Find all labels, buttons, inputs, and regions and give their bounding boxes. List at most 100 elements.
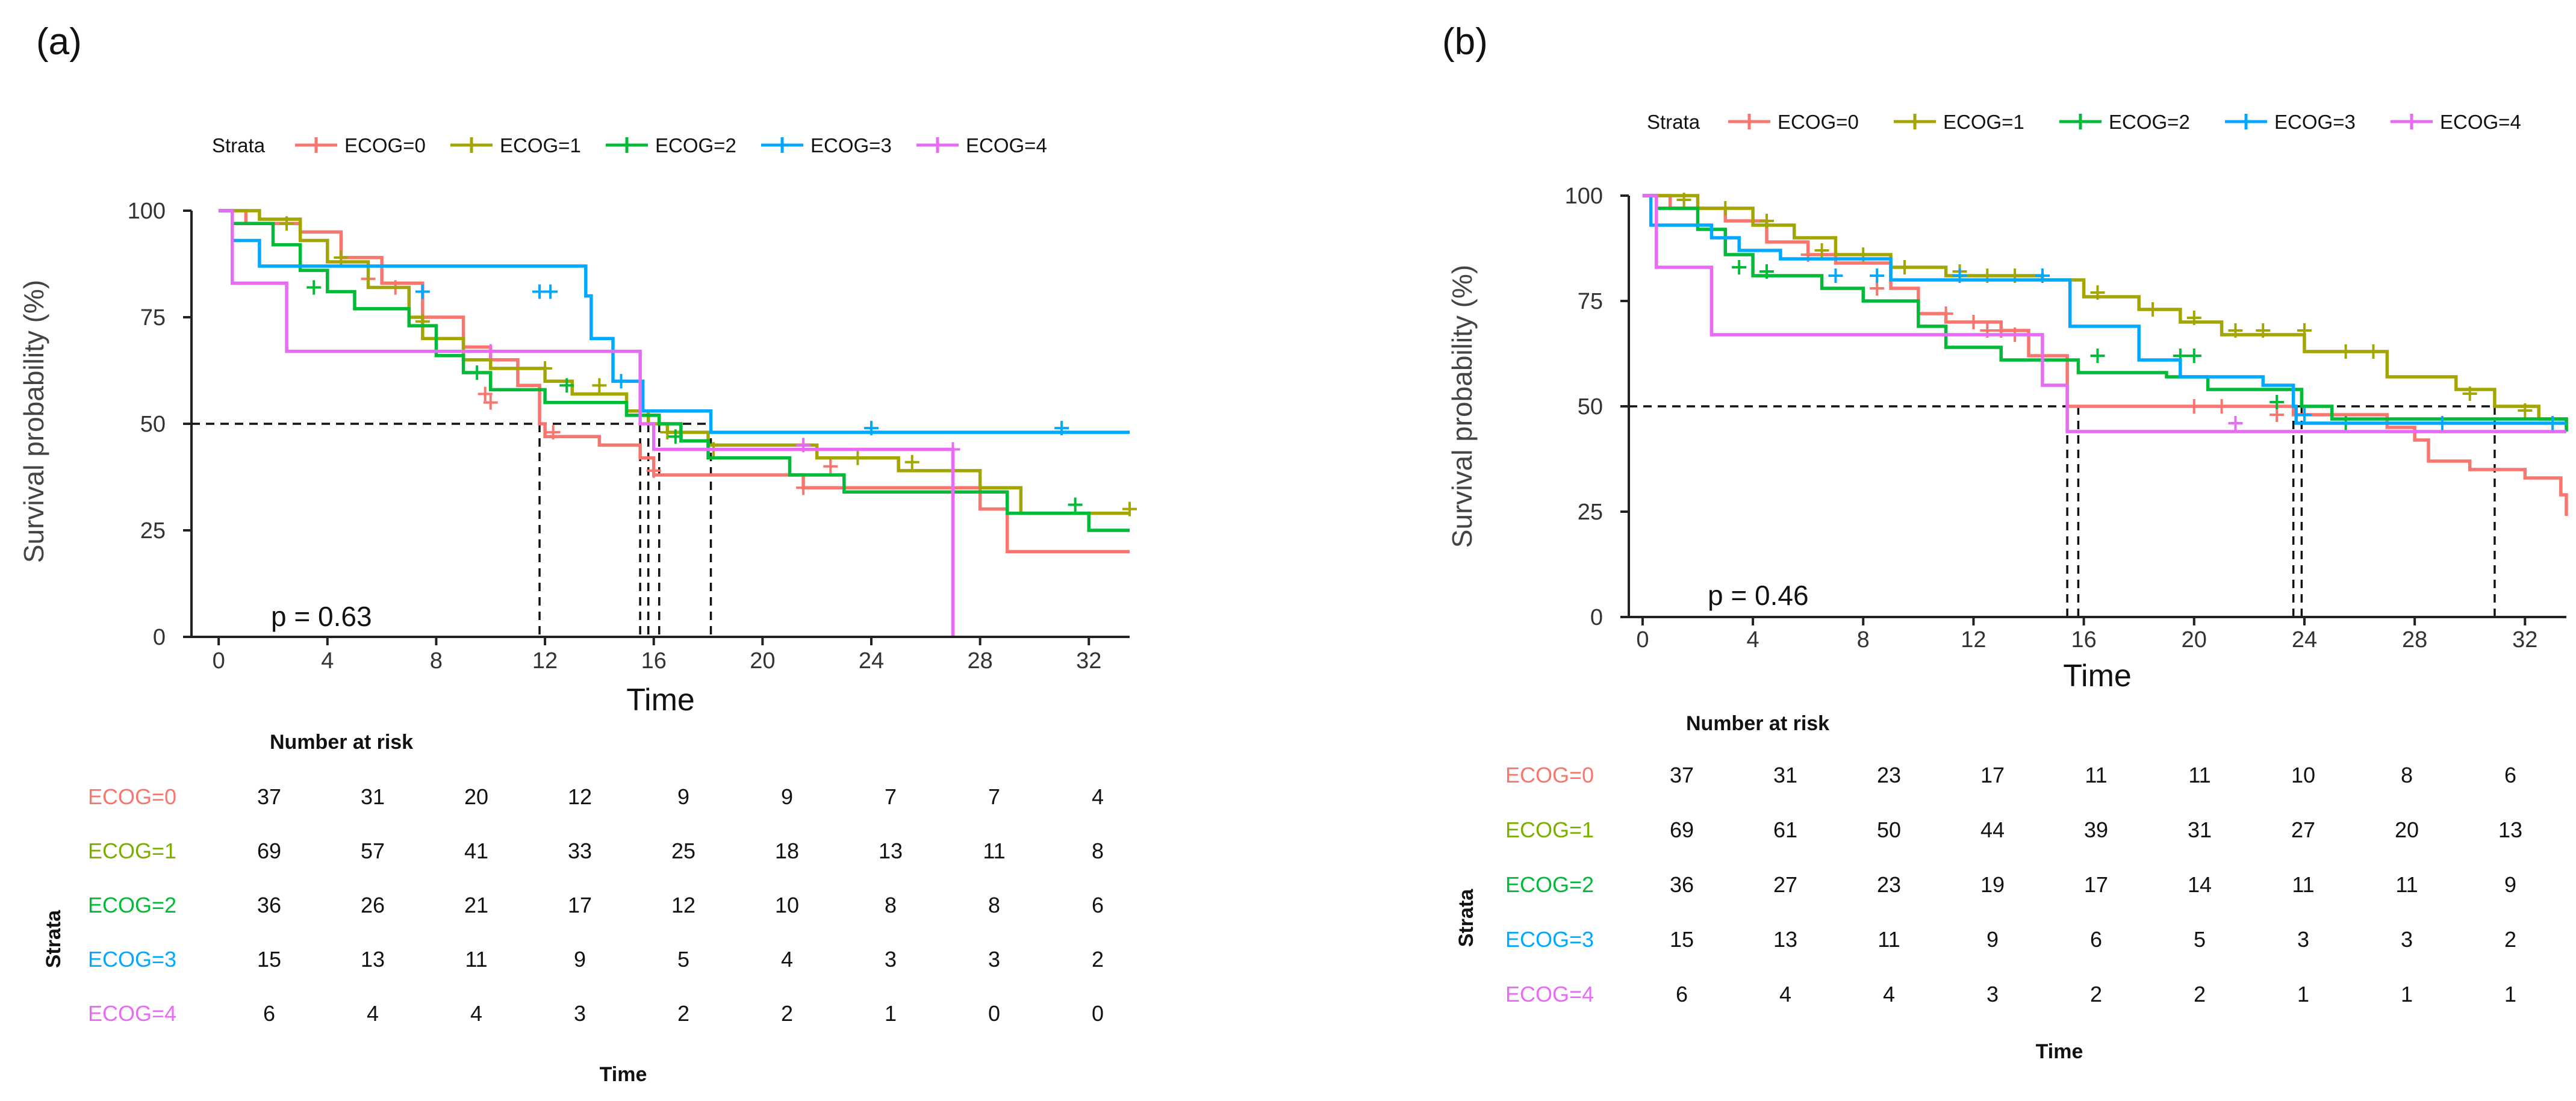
panel-a-legend-label-ecog-3: ECOG=3 (810, 134, 892, 157)
panel-b-y-tick-label: 100 (1565, 184, 1603, 209)
panel-b-risk-cell: 3 (2401, 927, 2413, 952)
panel-b-censor-mark-ecog-0 (1938, 306, 1953, 321)
panel-b-risk-cell: 13 (2498, 817, 2522, 842)
panel-a-censor-mark-ecog-1 (904, 454, 919, 470)
panel-b-censor-mark-ecog-2 (1759, 264, 1774, 279)
panel-b-censor-mark-ecog-1 (1718, 201, 1733, 216)
panel-b-censor-mark-ecog-3 (1870, 268, 1885, 283)
panel-b-curve-ecog-0 (1642, 194, 2568, 516)
panel-b-risk-strata-label: Strata (1455, 889, 1478, 947)
panel-b-censor-mark-ecog-2 (1732, 260, 1747, 274)
panel-a-risk-cell: 4 (1092, 784, 1104, 809)
panel-a-legend-key-ecog-4 (916, 137, 959, 153)
panel-a-legend-label-ecog-0: ECOG=0 (344, 134, 426, 157)
panel-b-censor-mark-ecog-1 (2518, 403, 2533, 418)
panel-a-risk-cell: 13 (361, 947, 385, 972)
panel-a-risk-cell: 57 (361, 839, 385, 863)
panel-b-risk-row-label-ecog-4: ECOG=4 (1505, 982, 1594, 1006)
panel-b-risk-cell: 9 (2504, 872, 2516, 897)
panel-b-legend-label-ecog-0: ECOG=0 (1778, 111, 1859, 133)
panel-b-risk-cell: 1 (2504, 982, 2516, 1006)
panel-b-censor-mark-ecog-1 (2462, 386, 2477, 401)
panel-a-risk-cell: 0 (1092, 1001, 1104, 1026)
panel-b-legend-label-ecog-1: ECOG=1 (1943, 111, 2024, 133)
panel-b-censor-mark-ecog-1 (2228, 323, 2243, 338)
panel-b-censor-mark-ecog-3 (1952, 268, 1967, 283)
panel-b-y-tick-label: 75 (1578, 289, 1603, 314)
panel-b-risk-cell: 39 (2084, 817, 2108, 842)
panel-b-censor-mark-ecog-3 (1828, 268, 1843, 283)
panel-a-x-tick-label: 4 (321, 648, 334, 674)
panel-b-curve-ecog-1 (1642, 194, 2568, 427)
panel-a-x-tick-label: 0 (213, 648, 225, 674)
panel-a-legend: Strata ECOG=0 ECOG=1 ECOG=2 ECOG=3 ECOG=4 (212, 134, 1047, 157)
panel-a-risk-cell: 3 (988, 947, 1000, 972)
panel-a-censor-mark-ecog-1 (1122, 501, 1137, 516)
panel-a-censor-mark-ecog-1 (538, 361, 553, 376)
panel-b-risk-time-label: Time (2036, 1040, 2083, 1063)
panel-a-risk-cell: 9 (677, 784, 689, 809)
panel-b-risk-cell: 8 (2401, 763, 2413, 787)
panel-a-curve-ecog-3 (219, 209, 1130, 434)
panel-a-risk-row-label-ecog-0: ECOG=0 (88, 784, 176, 809)
panel-b-censor-mark-ecog-0 (1870, 281, 1885, 296)
panel-a-risk-cell: 4 (367, 1001, 379, 1026)
panel-b-risk-cell: 11 (2188, 763, 2210, 787)
panel-b-risk-cell: 14 (2188, 872, 2212, 897)
panel-b-y-tick-label: 50 (1578, 394, 1603, 420)
panel-a-x-tick-label: 12 (532, 648, 558, 674)
panel-a-risk-cell: 2 (1092, 947, 1104, 972)
panel-b-legend: Strata ECOG=0 ECOG=1 ECOG=2 ECOG=3 ECOG=4 (1647, 111, 2521, 133)
panel-b-x-tick-label: 32 (2512, 627, 2537, 653)
panel-b-risk-cell: 6 (2504, 763, 2516, 787)
panel-a-legend-key-ecog-0 (295, 137, 337, 153)
panel-b-risk-cell: 50 (1877, 817, 1901, 842)
panel-a-risk-cell: 33 (568, 839, 592, 863)
panel-a-risk-cell: 11 (465, 947, 487, 972)
panel-a-censor-mark-ecog-2 (1068, 497, 1083, 512)
panel-b-censor-mark-ecog-1 (2338, 344, 2353, 359)
panel-a-risk-cell: 5 (677, 947, 689, 972)
panel-b-y-tick-label: 0 (1590, 605, 1603, 630)
panel-b-risk-cell: 27 (2291, 817, 2315, 842)
panel-a-risk-cell: 6 (1092, 893, 1104, 917)
panel-b-legend-title: Strata (1647, 111, 1700, 133)
panel-b-censor-mark-ecog-1 (2297, 323, 2312, 338)
panel-a-x-tick-label: 8 (430, 648, 443, 674)
panel-a-censor-mark-ecog-2 (306, 280, 322, 295)
panel-a-risk-cell: 4 (781, 947, 793, 972)
panel-a-censor-mark-ecog-0 (478, 386, 493, 402)
panel-a-legend-title: Strata (212, 134, 266, 157)
panel-b-risk-cell: 3 (2297, 927, 2309, 952)
panel-a-risk-cell: 2 (677, 1001, 689, 1026)
panel-a-risk-cell: 1 (885, 1001, 897, 1026)
panel-b-x-tick-label: 12 (1961, 627, 1986, 653)
panel-a-risk-cell: 20 (464, 784, 488, 809)
panel-a-risk-table: Number at risk ECOG=0 37 31 20 12 9 9 7 7 4ECOG=1… (42, 731, 1104, 1086)
panel-b-risk-cell: 2 (2504, 927, 2516, 952)
panel-a-risk-cell: 8 (988, 893, 1000, 917)
panel-b-risk-cell: 17 (2084, 872, 2108, 897)
panel-a-risk-cell: 2 (781, 1001, 793, 1026)
panel-b-censor-mark-ecog-1 (1676, 193, 1691, 207)
panel-a-risk-row-label-ecog-3: ECOG=3 (88, 947, 176, 972)
panel-a: (a) Strata ECOG=0 ECOG=1 ECOG=2 ECOG=3 ECOG=… (18, 21, 1137, 1086)
panel-b-legend-key-ecog-1 (1894, 114, 1936, 129)
panel-b-x-tick-label: 0 (1636, 627, 1649, 653)
panel-a-legend-key-ecog-2 (606, 137, 648, 153)
panel-b-x-tick-label: 16 (2071, 627, 2096, 653)
panel-b-censor-mark-ecog-1 (1814, 243, 1829, 258)
panel-b-censor-mark-ecog-1 (1759, 214, 1774, 228)
panel-a-risk-cell: 9 (781, 784, 793, 809)
panel-a-risk-cell: 3 (885, 947, 897, 972)
panel-a-x-tick-label: 20 (750, 648, 775, 674)
panel-a-risk-cell: 37 (257, 784, 281, 809)
panel-a-label: (a) (36, 21, 82, 63)
panel-b-risk-cell: 17 (1980, 763, 2005, 787)
panel-b-censor-mark-ecog-1 (1897, 260, 1912, 274)
panel-b-x-tick-label: 24 (2292, 627, 2317, 653)
panel-a-censor-mark-ecog-1 (660, 425, 675, 440)
panel-a-risk-cell: 4 (470, 1001, 482, 1026)
panel-b-pvalue: p = 0.46 (1708, 580, 1809, 611)
